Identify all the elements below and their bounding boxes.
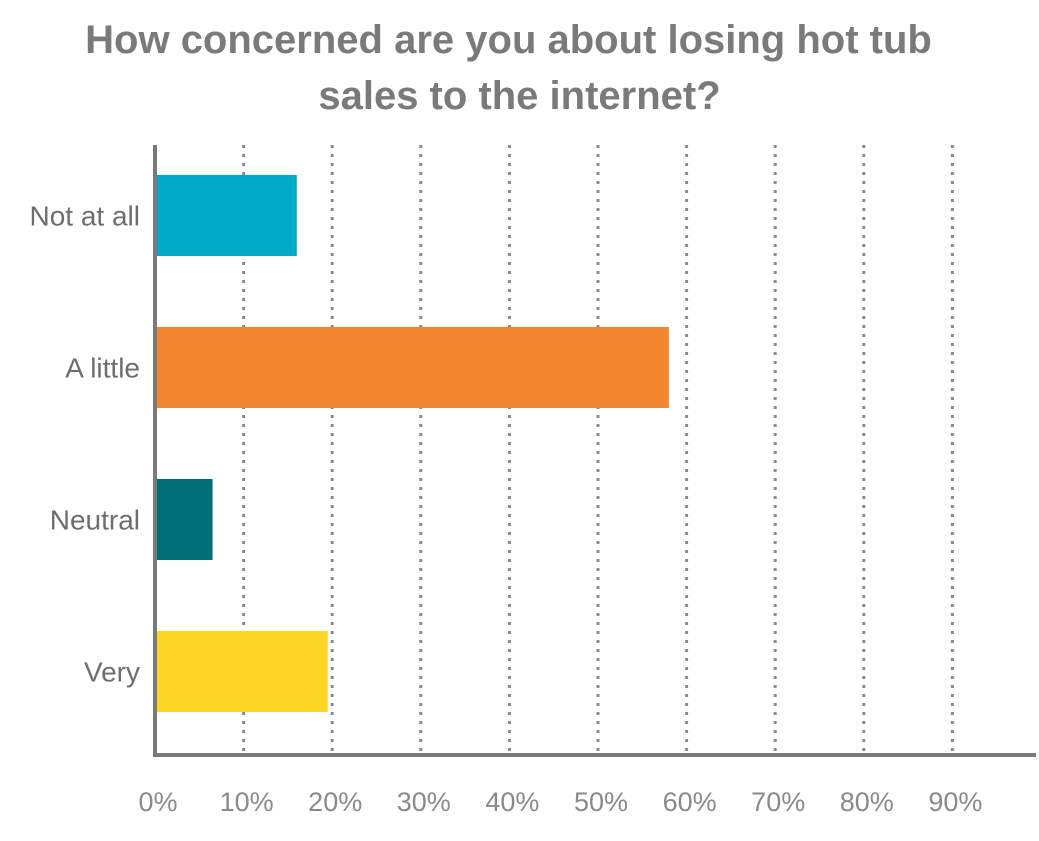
x-tick-label: 90% (928, 787, 982, 817)
x-tick-label: 50% (574, 787, 628, 817)
category-label: Neutral (50, 505, 140, 536)
category-label: Very (84, 657, 140, 688)
chart-title: How concerned are you about losing hot t… (0, 12, 1039, 124)
category-label: A little (65, 353, 140, 384)
bars (156, 175, 669, 712)
chart-title-line-1: How concerned are you about losing hot t… (85, 18, 932, 62)
x-tick-label: 70% (751, 787, 805, 817)
gridlines (242, 145, 954, 755)
x-tick-label: 10% (220, 787, 274, 817)
x-tick-label: 30% (397, 787, 451, 817)
bar (156, 327, 669, 408)
x-tick-label: 80% (840, 787, 894, 817)
bar (156, 631, 328, 712)
x-tick-label: 0% (138, 787, 177, 817)
x-tick-label: 20% (308, 787, 362, 817)
axes (153, 145, 1036, 757)
labels: 0% 10% 20% 30% 40% 50% 60% 70% 80% 90% Not at all A… (30, 201, 983, 818)
chart-title-line-2: sales to the internet? (318, 74, 721, 118)
x-tick-label: 60% (663, 787, 717, 817)
bar (156, 479, 213, 560)
x-tick-label: 40% (485, 787, 539, 817)
bar (156, 175, 297, 256)
category-label: Not at all (30, 201, 141, 232)
